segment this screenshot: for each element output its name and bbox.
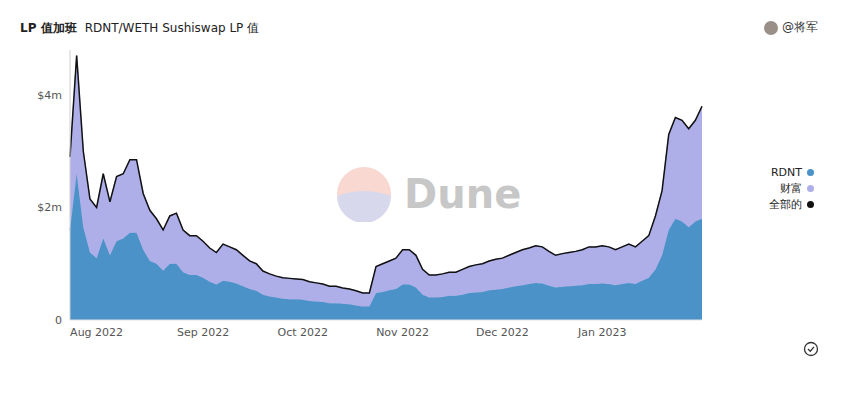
svg-text:Jan 2023: Jan 2023 <box>577 326 626 339</box>
svg-text:0: 0 <box>55 314 62 327</box>
html-text:@将军: @将军 <box>782 20 818 34</box>
html-text:RDNT/WETH Sushiswap LP 值: RDNT/WETH Sushiswap LP 值 <box>84 21 260 35</box>
html-text:LP 值加班: LP 值加班 <box>20 21 77 35</box>
html-text:Dune: Dune <box>404 171 522 217</box>
html-text:全部的: 全部的 <box>769 197 802 211</box>
html-text:RDNT: RDNT <box>770 165 802 179</box>
svg-text:Aug 2022: Aug 2022 <box>70 326 123 339</box>
svg-text:Sep 2022: Sep 2022 <box>177 326 229 339</box>
svg-text:Dec 2022: Dec 2022 <box>476 326 529 339</box>
svg-text:$4m: $4m <box>37 89 62 102</box>
svg-text:$2m: $2m <box>37 201 62 214</box>
html-text:财富: 财富 <box>780 181 802 195</box>
svg-text:Nov 2022: Nov 2022 <box>376 326 429 339</box>
svg-text:Oct 2022: Oct 2022 <box>278 326 329 339</box>
